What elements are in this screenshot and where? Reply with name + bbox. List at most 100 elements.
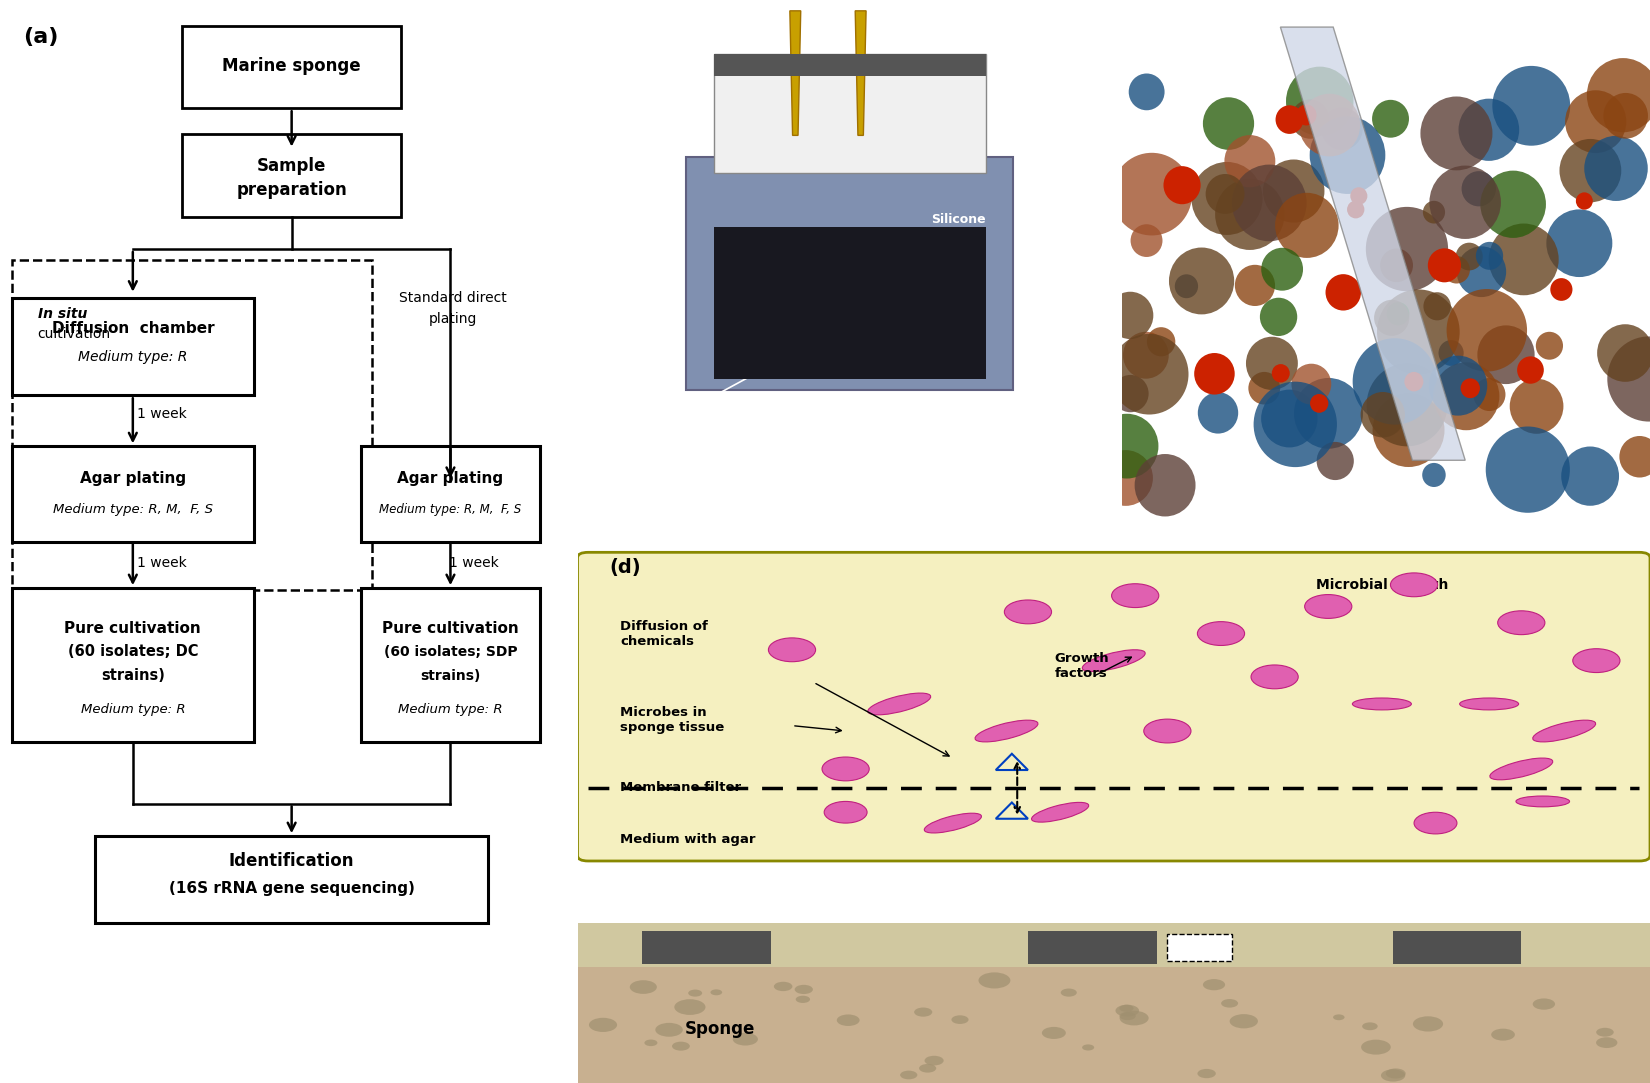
Circle shape [1422,200,1445,223]
Text: (c): (c) [1148,27,1178,47]
Circle shape [822,757,870,781]
Text: plating: plating [429,313,477,326]
Circle shape [1363,1022,1378,1030]
Circle shape [1353,338,1437,425]
Circle shape [1041,1027,1066,1039]
Text: Membrane
filter: Membrane filter [855,13,1006,64]
Circle shape [1275,105,1304,134]
Bar [12,588,254,742]
Polygon shape [790,11,800,135]
Ellipse shape [1082,650,1145,671]
Circle shape [1163,166,1201,205]
Circle shape [1485,427,1569,512]
Ellipse shape [1353,699,1411,710]
Circle shape [1361,1040,1391,1055]
Bar [713,54,987,173]
Circle shape [1596,1038,1617,1048]
Circle shape [1249,371,1280,405]
Text: Marine sponge: Marine sponge [223,57,361,75]
Circle shape [675,1000,706,1015]
Circle shape [1559,139,1622,203]
Text: Agar plating: Agar plating [79,471,186,486]
Bar [12,446,254,542]
Circle shape [1203,97,1254,149]
Circle shape [1546,209,1612,277]
Circle shape [1604,93,1648,139]
FancyBboxPatch shape [578,552,1650,861]
Text: strains): strains) [101,668,165,683]
Circle shape [1584,135,1648,201]
Circle shape [1261,298,1297,336]
Ellipse shape [1031,803,1089,822]
Circle shape [1254,381,1336,467]
Bar [1028,931,1157,964]
Circle shape [672,1042,690,1051]
Circle shape [1439,340,1464,366]
Circle shape [774,982,792,991]
Circle shape [1119,1005,1134,1012]
Ellipse shape [868,693,931,715]
Circle shape [1195,353,1234,394]
Bar [12,260,373,590]
Circle shape [1130,224,1163,257]
Text: Growth
factors: Growth factors [1054,652,1109,680]
Circle shape [1129,74,1165,110]
Circle shape [1561,446,1619,506]
Circle shape [1607,337,1650,421]
Circle shape [1619,436,1650,478]
Ellipse shape [975,720,1038,742]
Text: Pure cultivation: Pure cultivation [64,621,201,636]
Circle shape [711,990,723,995]
Circle shape [1112,375,1148,413]
Circle shape [1576,193,1592,210]
Text: Diffusion  chamber: Diffusion chamber [51,321,214,336]
Circle shape [1285,67,1353,135]
Circle shape [1233,165,1307,242]
Text: strains): strains) [421,669,480,682]
Circle shape [1096,414,1158,479]
Circle shape [1110,334,1188,415]
Circle shape [914,1007,932,1017]
Text: Medium type: R: Medium type: R [398,703,503,716]
Circle shape [1404,371,1424,391]
Circle shape [795,984,813,994]
Circle shape [1261,390,1318,447]
Text: 1 week: 1 week [137,407,186,420]
Circle shape [1386,302,1409,325]
Circle shape [1198,392,1238,433]
Circle shape [1082,1044,1094,1051]
Text: Standard direct: Standard direct [399,291,507,304]
Circle shape [1536,331,1563,360]
Circle shape [1381,1069,1406,1082]
Bar [578,923,1650,966]
Circle shape [1198,622,1244,645]
Circle shape [630,980,657,994]
Circle shape [688,990,703,996]
Text: (d): (d) [610,558,642,577]
Circle shape [1572,649,1620,673]
Circle shape [1429,166,1502,239]
Circle shape [1477,325,1534,384]
Circle shape [1447,289,1526,371]
Circle shape [1234,265,1275,306]
Text: Pure cultivation: Pure cultivation [383,621,518,636]
Circle shape [1120,1010,1148,1026]
Circle shape [1533,999,1554,1009]
Text: Medium type: R, M,  F, S: Medium type: R, M, F, S [380,503,521,516]
Circle shape [1373,100,1409,138]
Circle shape [1429,355,1487,416]
Circle shape [919,1064,936,1072]
Circle shape [1124,331,1168,379]
Circle shape [1498,611,1544,635]
Text: Identification: Identification [229,852,355,870]
Bar [642,931,771,964]
Circle shape [1427,248,1460,283]
Bar [361,446,540,542]
Bar [182,134,401,217]
Circle shape [1457,246,1506,297]
Circle shape [1294,378,1363,448]
Ellipse shape [1533,720,1596,742]
Circle shape [1317,442,1355,480]
Circle shape [1455,243,1483,271]
Ellipse shape [1516,796,1569,807]
